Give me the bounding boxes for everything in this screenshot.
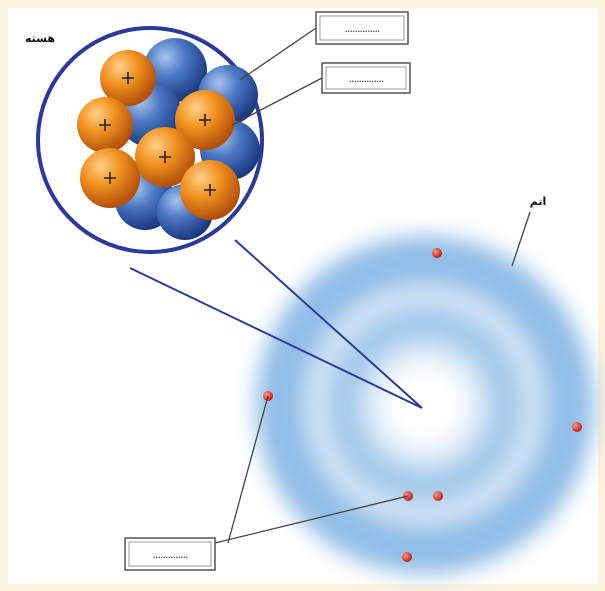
- nucleus: [77, 38, 260, 240]
- answer-box: ..............: [315, 11, 409, 45]
- answer-dots: ..............: [345, 22, 380, 35]
- leader-lines: [214, 27, 531, 544]
- nucleus-label: هسته: [25, 32, 55, 45]
- zoom-lines: [129, 239, 423, 409]
- answer-box: ..............: [321, 62, 411, 94]
- answer-dots: ..............: [153, 548, 188, 561]
- answer-dots: ..............: [349, 72, 384, 85]
- electron-cloud: [257, 237, 593, 573]
- answer-box: ..............: [124, 537, 216, 571]
- atom-label: اتم: [530, 195, 547, 208]
